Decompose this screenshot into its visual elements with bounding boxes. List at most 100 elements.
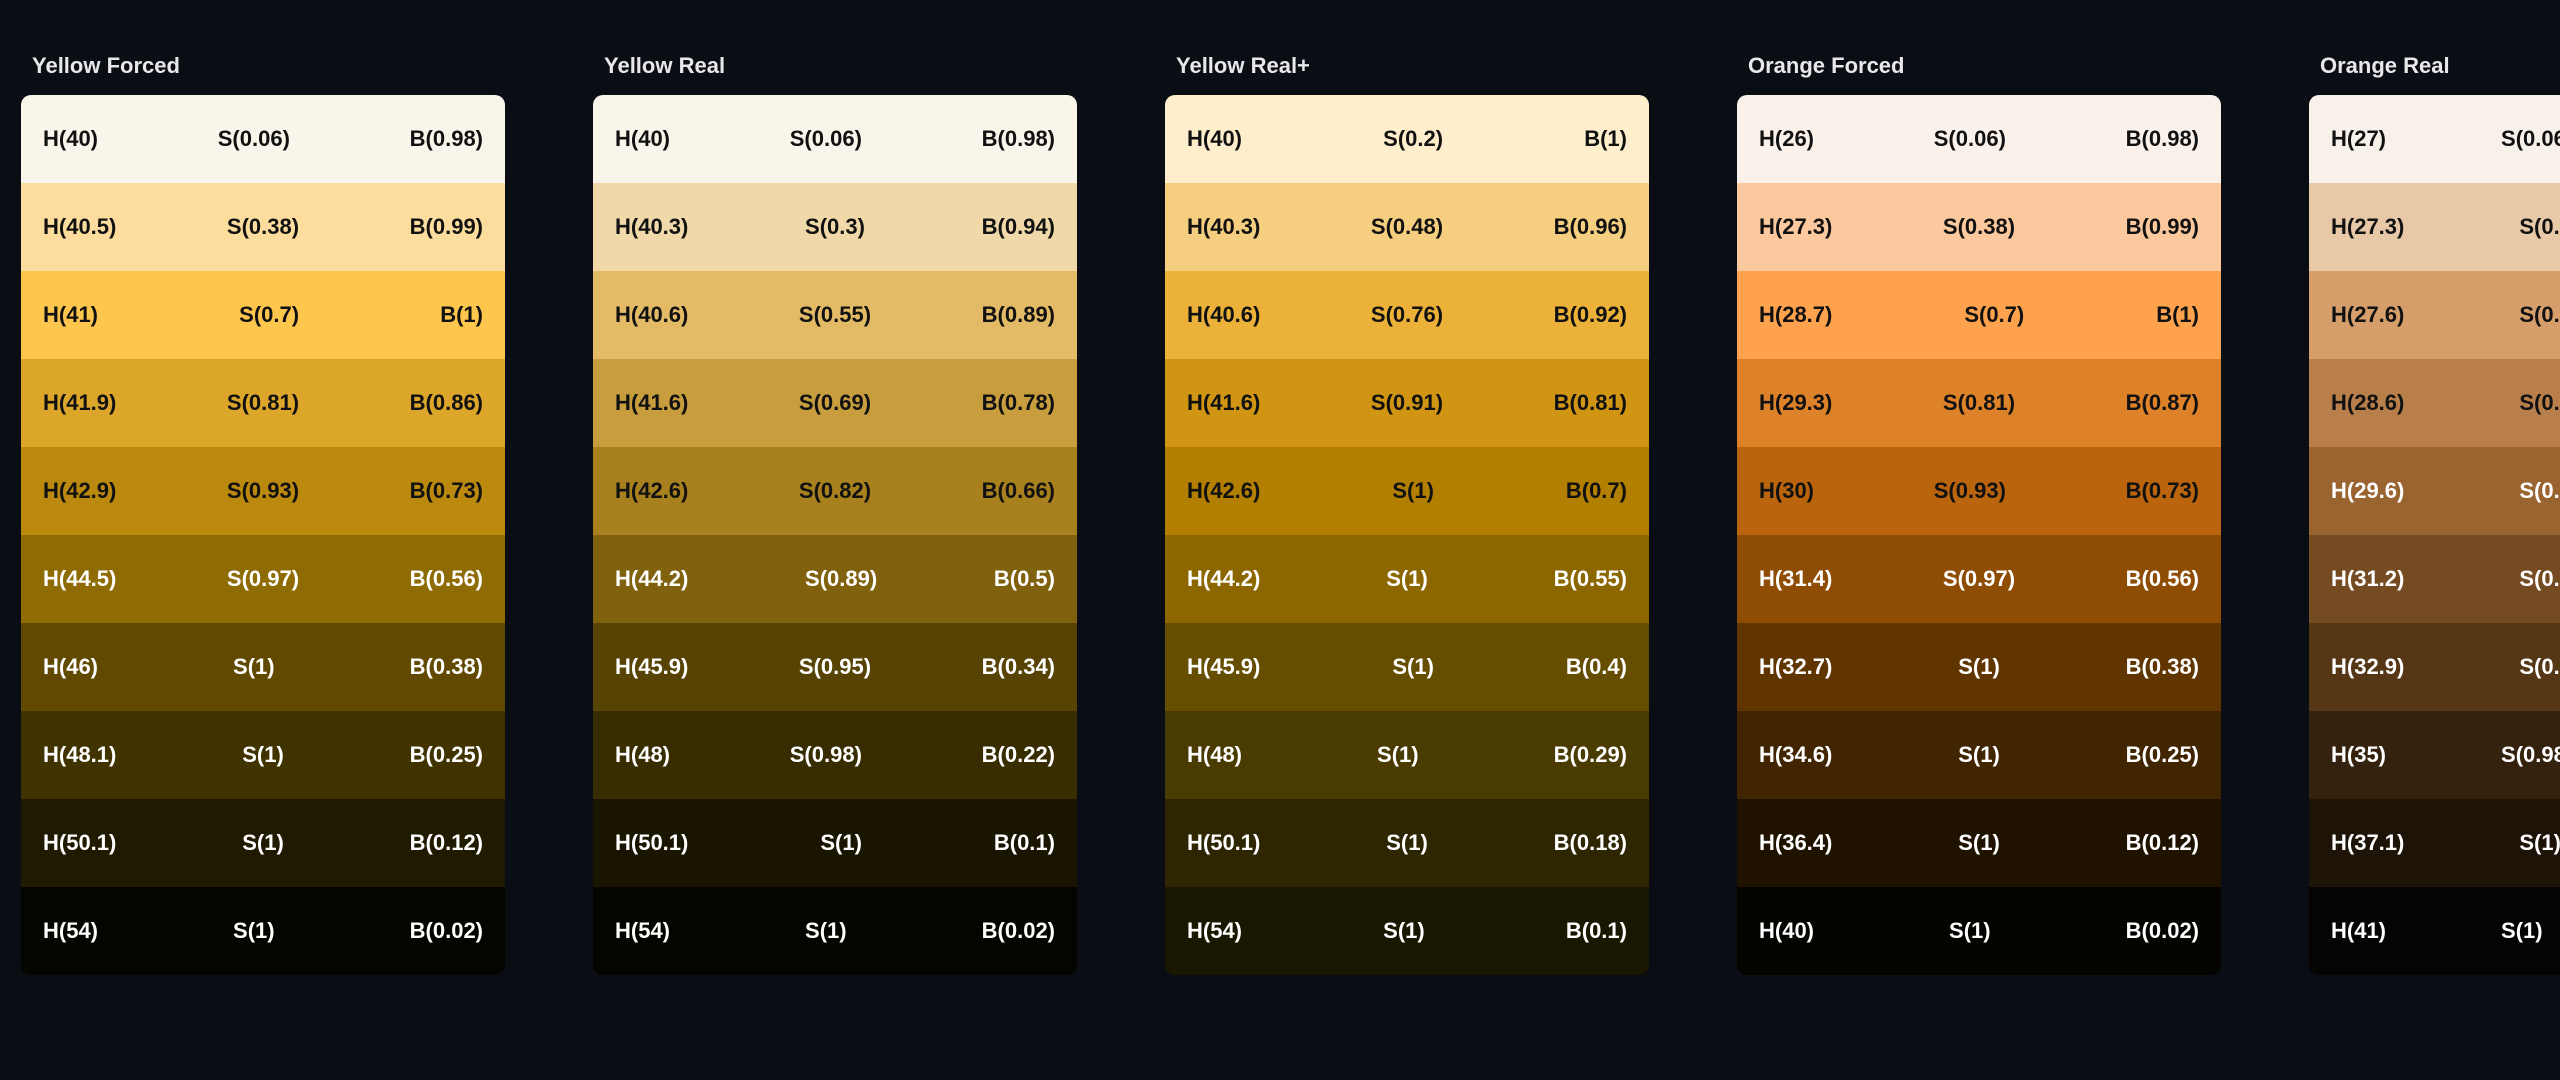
swatch-s-label: S(1) [1958, 654, 2000, 679]
swatch: H(29.6) S(0.82) [2309, 447, 2560, 535]
swatch: H(40) S(0.2) B(1) [1165, 95, 1649, 183]
swatch-s-label: S(1) [1958, 742, 2000, 767]
swatch-s-label: S(1) [242, 830, 284, 855]
swatch: H(40.3) S(0.3) B(0.94) [593, 183, 1077, 271]
swatch-b-label: B(0.5) [993, 566, 1055, 591]
swatch-h-label: H(41.6) [615, 390, 689, 415]
swatch: H(31.2) S(0.89) [2309, 535, 2560, 623]
palette-title: Yellow Real [604, 53, 726, 78]
swatch-h-label: H(27.6) [2331, 302, 2405, 327]
palette-title: Yellow Forced [32, 53, 180, 78]
swatch: H(34.6) S(1) B(0.25) [1737, 711, 2221, 799]
palette-title: Yellow Real+ [1176, 53, 1310, 78]
swatch-s-label: S(1) [1377, 742, 1419, 767]
swatch-h-label: H(31.2) [2331, 566, 2405, 591]
swatch-h-label: H(48.1) [43, 742, 117, 767]
swatch-b-label: B(0.38) [2125, 654, 2199, 679]
swatch: H(32.7) S(1) B(0.38) [1737, 623, 2221, 711]
swatch-s-label: S(1) [1392, 654, 1434, 679]
swatch-h-label: H(40.3) [1187, 214, 1261, 239]
swatch-s-label: S(0.69) [2519, 390, 2560, 415]
swatch-s-label: S(0.76) [1370, 302, 1444, 327]
swatch-b-label: B(0.02) [2125, 918, 2199, 943]
swatch-s-label: S(1) [1392, 478, 1434, 503]
swatch-s-label: S(0.38) [226, 214, 300, 239]
swatch-h-label: H(41) [43, 302, 99, 327]
swatch-b-label: B(1) [1584, 126, 1627, 151]
swatch: H(41.9) S(0.81) B(0.86) [21, 359, 505, 447]
swatch-s-label: S(1) [242, 742, 284, 767]
swatch-s-label: S(0.48) [1370, 214, 1444, 239]
swatch-b-label: B(0.89) [981, 302, 1055, 327]
swatch-b-label: B(0.22) [981, 742, 1055, 767]
swatch-s-label: S(0.3) [805, 214, 865, 239]
swatch: H(48) S(1) B(0.29) [1165, 711, 1649, 799]
swatch: H(26) S(0.06) B(0.98) [1737, 95, 2221, 183]
palette-title: Orange Real [2320, 53, 2450, 78]
swatch-s-label: S(0.06) [1933, 126, 2006, 151]
swatch-s-label: S(0.3) [2519, 214, 2560, 239]
swatch: H(28.7) S(0.7) B(1) [1737, 271, 2221, 359]
swatch-h-label: H(42.6) [615, 478, 689, 503]
swatch-b-label: B(0.99) [2125, 214, 2199, 239]
swatch-s-label: S(0.93) [226, 478, 300, 503]
swatch-h-label: H(40) [43, 126, 99, 151]
swatch-h-label: H(41.9) [43, 390, 117, 415]
swatch-b-label: B(0.98) [2125, 126, 2199, 151]
swatch: H(35) S(0.98) [2309, 711, 2560, 799]
swatch: H(45.9) S(0.95) B(0.34) [593, 623, 1077, 711]
swatch-h-label: H(31.4) [1759, 566, 1833, 591]
swatch-h-label: H(44.5) [43, 566, 117, 591]
swatch-s-label: S(1) [1949, 918, 1991, 943]
swatch-b-label: B(0.02) [409, 918, 483, 943]
swatch-h-label: H(54) [43, 918, 99, 943]
swatch-h-label: H(40.6) [615, 302, 689, 327]
swatch-b-label: B(1) [440, 302, 483, 327]
swatch-s-label: S(1) [820, 830, 862, 855]
swatch-b-label: B(0.55) [1553, 566, 1627, 591]
swatch-h-label: H(48) [615, 742, 671, 767]
swatch-s-label: S(1) [1386, 566, 1428, 591]
swatch: H(40) S(1) B(0.02) [1737, 887, 2221, 975]
swatch-s-label: S(1) [2501, 918, 2543, 943]
swatch-s-label: S(1) [805, 918, 847, 943]
swatch-h-label: H(50.1) [1187, 830, 1261, 855]
swatch: H(30) S(0.93) B(0.73) [1737, 447, 2221, 535]
swatch: H(31.4) S(0.97) B(0.56) [1737, 535, 2221, 623]
swatch-h-label: H(32.9) [2331, 654, 2405, 679]
swatch: H(40.3) S(0.48) B(0.96) [1165, 183, 1649, 271]
swatch-b-label: B(0.56) [409, 566, 483, 591]
swatch-s-label: S(1) [233, 918, 275, 943]
swatch: H(29.3) S(0.81) B(0.87) [1737, 359, 2221, 447]
swatch: H(42.6) S(0.82) B(0.66) [593, 447, 1077, 535]
swatch-h-label: H(44.2) [615, 566, 689, 591]
swatch-b-label: B(0.81) [1553, 390, 1627, 415]
swatch-h-label: H(46) [43, 654, 99, 679]
swatch-s-label: S(0.89) [2519, 566, 2560, 591]
swatch-h-label: H(54) [615, 918, 671, 943]
swatch-h-label: H(28.6) [2331, 390, 2405, 415]
swatch-h-label: H(42.9) [43, 478, 117, 503]
swatch-b-label: B(0.34) [981, 654, 1055, 679]
swatch-h-label: H(44.2) [1187, 566, 1261, 591]
swatch: H(44.2) S(1) B(0.55) [1165, 535, 1649, 623]
swatch: H(54) S(1) B(0.1) [1165, 887, 1649, 975]
palette: Orange Forced H(26) S(0.06) B(0.98) H(27.3) S… [1737, 52, 2221, 975]
swatch: H(48.1) S(1) B(0.25) [21, 711, 505, 799]
swatch-s-label: S(0.91) [1370, 390, 1444, 415]
swatch: H(40.5) S(0.38) B(0.99) [21, 183, 505, 271]
swatch-h-label: H(37.1) [2331, 830, 2405, 855]
swatch-s-label: S(0.7) [1964, 302, 2025, 327]
swatch: H(37.1) S(1) [2309, 799, 2560, 887]
swatch-b-label: B(0.29) [1553, 742, 1627, 767]
swatch-h-label: H(27.3) [1759, 214, 1833, 239]
swatch-b-label: B(0.56) [2125, 566, 2199, 591]
swatch-s-label: S(0.95) [798, 654, 872, 679]
swatch-s-label: S(0.97) [226, 566, 300, 591]
swatch: H(54) S(1) B(0.02) [593, 887, 1077, 975]
swatch: H(27.6) S(0.55) [2309, 271, 2560, 359]
swatch: H(28.6) S(0.69) [2309, 359, 2560, 447]
swatch-h-label: H(27) [2331, 126, 2387, 151]
swatch-s-label: S(0.95) [2519, 654, 2560, 679]
swatch-h-label: H(29.6) [2331, 478, 2405, 503]
